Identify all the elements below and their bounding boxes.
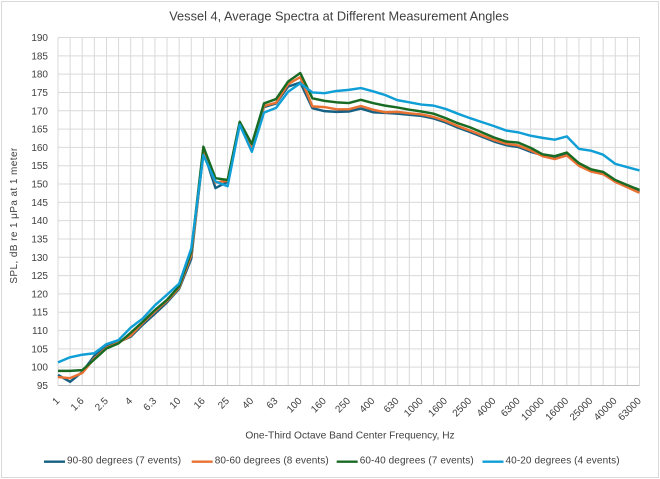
- svg-text:130: 130: [31, 253, 48, 264]
- svg-text:190: 190: [31, 33, 48, 44]
- svg-text:110: 110: [32, 326, 48, 337]
- svg-text:60-40 degrees (7 events): 60-40 degrees (7 events): [360, 455, 474, 466]
- svg-text:180: 180: [31, 70, 48, 81]
- svg-text:140: 140: [31, 216, 48, 227]
- svg-text:155: 155: [31, 161, 48, 172]
- svg-text:175: 175: [31, 88, 48, 99]
- svg-text:150: 150: [31, 180, 48, 191]
- svg-text:135: 135: [31, 234, 48, 245]
- svg-text:80-60 degrees (8 events): 80-60 degrees (8 events): [215, 455, 329, 466]
- svg-text:125: 125: [31, 271, 48, 282]
- svg-text:120: 120: [31, 289, 48, 300]
- svg-text:185: 185: [31, 51, 48, 62]
- svg-text:165: 165: [31, 125, 48, 136]
- svg-text:95: 95: [37, 381, 49, 392]
- svg-text:40-20 degrees (4 events): 40-20 degrees (4 events): [506, 455, 620, 466]
- svg-text:105: 105: [31, 344, 48, 355]
- svg-text:SPL, dB re 1 μPa at 1 meter: SPL, dB re 1 μPa at 1 meter: [9, 147, 20, 284]
- svg-text:170: 170: [31, 106, 48, 117]
- svg-text:145: 145: [31, 198, 48, 209]
- svg-text:One-Third Octave Band Center F: One-Third Octave Band Center Frequency, …: [245, 431, 454, 442]
- svg-text:100: 100: [31, 363, 48, 374]
- svg-text:90-80 degrees (7 events): 90-80 degrees (7 events): [67, 455, 181, 466]
- svg-text:160: 160: [31, 143, 48, 154]
- svg-text:115: 115: [32, 308, 48, 319]
- svg-text:Vessel 4, Average Spectra at D: Vessel 4, Average Spectra at Different M…: [169, 9, 509, 24]
